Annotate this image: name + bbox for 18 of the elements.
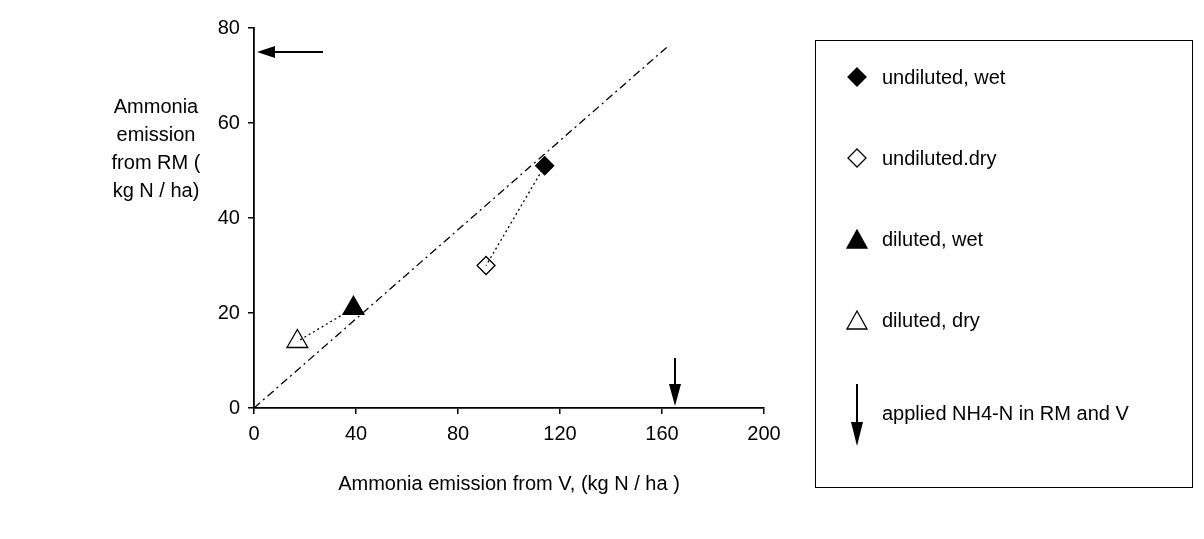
legend-label: applied NH4-N in RM and V [882, 401, 1130, 426]
y-tick-label: 20 [217, 300, 240, 323]
legend-label: diluted, dry [882, 309, 980, 332]
x-tick-label: 80 [446, 421, 470, 444]
x-tick-label: 160 [645, 421, 679, 444]
y-axis-title: Ammonia emission from RM ( kg N / ha) [110, 94, 202, 203]
y-tick-label: 40 [217, 205, 240, 228]
y-tick-label: 60 [217, 110, 240, 133]
y-tick-label: 80 [217, 15, 240, 38]
x-tick-label: 120 [543, 421, 577, 444]
legend-label: diluted, wet [882, 228, 984, 251]
x-tick-label: 200 [747, 421, 781, 444]
x-axis-title: Ammonia emission from V, (kg N / ha ) [337, 472, 681, 495]
legend-label: undiluted, wet [882, 66, 1006, 89]
y-tick-label: 0 [228, 395, 240, 418]
legend-label: undiluted.dry [882, 147, 997, 170]
x-tick-label: 40 [344, 421, 368, 444]
x-tick-label: 0 [248, 421, 260, 444]
